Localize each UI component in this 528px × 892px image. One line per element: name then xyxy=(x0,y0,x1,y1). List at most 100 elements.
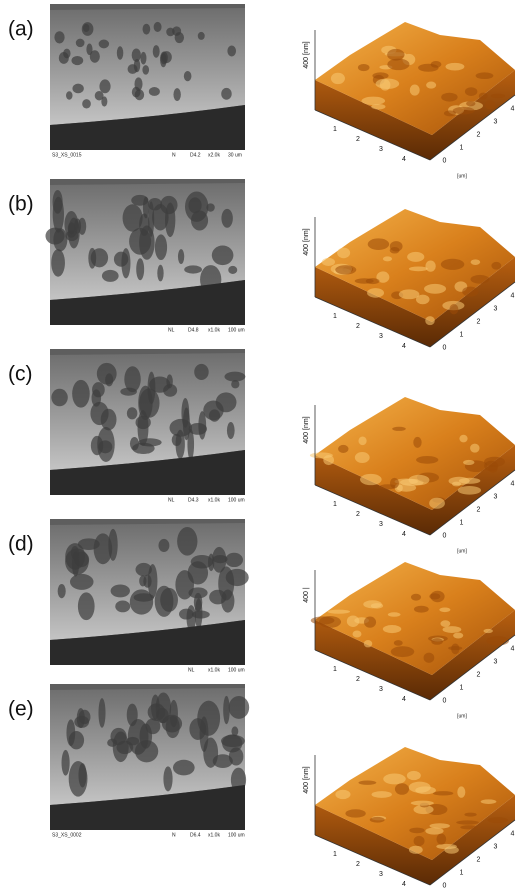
pore xyxy=(130,589,153,614)
pore xyxy=(128,64,138,74)
afm-bump xyxy=(394,640,403,646)
afm-bump xyxy=(331,73,345,84)
pore xyxy=(92,389,102,406)
afm-bump xyxy=(476,72,494,79)
pore xyxy=(203,738,218,768)
x-tick-label: 2 xyxy=(356,861,360,868)
afm-bump xyxy=(345,809,365,817)
sem-footer-text: x1.0k xyxy=(208,832,220,838)
pore xyxy=(82,99,91,108)
panel-label: (c) xyxy=(8,363,33,386)
pore xyxy=(51,389,67,407)
x-tick-label: 4 xyxy=(402,881,406,888)
afm-bump xyxy=(409,846,423,854)
sem-footer-text: NL xyxy=(168,327,175,333)
afm-bump xyxy=(407,252,424,262)
y-tick-label: 3 xyxy=(494,305,498,312)
pore xyxy=(184,71,192,81)
afm-bump xyxy=(413,437,421,448)
afm-bump xyxy=(486,636,509,646)
z-axis-label: 400 [nm] xyxy=(303,41,310,68)
pore xyxy=(98,698,105,728)
y-tick-label: 2 xyxy=(477,131,481,138)
sem-footer-text: x1.0k xyxy=(208,497,220,503)
afm-bump xyxy=(462,287,478,297)
x-tick-label: 4 xyxy=(402,531,406,538)
sem-footer-text: NL xyxy=(168,497,175,503)
pore xyxy=(162,715,182,733)
pore xyxy=(225,553,243,567)
sem-footer-text: S3_XS_0002 xyxy=(52,832,82,838)
pore xyxy=(173,88,180,101)
afm-bump xyxy=(463,460,474,465)
pore xyxy=(160,588,178,612)
afm-bump xyxy=(431,638,443,645)
sem-footer-text: 100 um xyxy=(228,667,245,673)
sem-image xyxy=(50,349,245,503)
pore xyxy=(72,551,79,576)
afm-bump xyxy=(424,284,446,294)
y-tick-label: 0 xyxy=(443,697,447,704)
afm-bump xyxy=(368,238,389,250)
y-tick-label: 3 xyxy=(494,493,498,500)
pore xyxy=(206,203,214,211)
pore xyxy=(160,53,167,67)
y-tick-label: 4 xyxy=(511,645,515,652)
afm-bump xyxy=(371,104,385,109)
pore xyxy=(107,739,117,747)
afm-bump xyxy=(457,786,465,797)
pore xyxy=(69,761,88,797)
pore xyxy=(99,79,110,93)
pore xyxy=(123,204,143,231)
afm-plot xyxy=(310,397,515,535)
x-tick-label: 2 xyxy=(356,323,360,330)
afm-plot xyxy=(315,747,515,885)
sem-footer-text: N xyxy=(172,832,176,838)
afm-bump xyxy=(443,626,462,633)
y-tick-label: 1 xyxy=(460,331,464,338)
afm-bump xyxy=(414,836,425,846)
pore xyxy=(149,87,160,96)
afm-bump xyxy=(433,791,453,795)
afm-bump xyxy=(337,248,350,259)
afm-bump xyxy=(367,288,384,298)
x-tick-label: 4 xyxy=(402,343,406,350)
afm-bump xyxy=(319,616,341,628)
x-tick-label: 1 xyxy=(333,313,337,320)
pore xyxy=(63,49,70,59)
pore xyxy=(216,392,237,412)
pore xyxy=(115,601,130,613)
z-axis-label: 400 | xyxy=(303,587,310,603)
panel-label: (d) xyxy=(8,533,34,556)
pore xyxy=(58,584,66,598)
pore xyxy=(231,380,239,388)
afm-bump xyxy=(465,87,477,96)
afm-bump xyxy=(441,93,457,102)
y-tick-label: 1 xyxy=(460,684,464,691)
pore xyxy=(66,91,72,99)
pore xyxy=(94,533,113,564)
pore xyxy=(229,696,250,719)
y-tick-label: 3 xyxy=(494,118,498,125)
pore xyxy=(135,740,158,762)
pore xyxy=(140,52,146,65)
pore xyxy=(90,402,108,425)
pore xyxy=(155,234,167,260)
afm-bump xyxy=(353,630,362,637)
y-tick-label: 2 xyxy=(477,671,481,678)
afm-bump xyxy=(424,653,435,663)
pore xyxy=(227,46,236,57)
sem-footer-text: x1.0k xyxy=(208,667,220,673)
axis-unit: [um] xyxy=(457,173,467,179)
x-tick-label: 1 xyxy=(333,666,337,673)
pore xyxy=(74,716,89,728)
pore xyxy=(228,266,237,274)
x-tick-label: 2 xyxy=(356,136,360,143)
pore xyxy=(54,31,64,43)
y-tick-label: 1 xyxy=(460,144,464,151)
afm-bump xyxy=(359,780,377,784)
afm-bump xyxy=(360,474,382,485)
sem-footer-text: D4.3 xyxy=(188,497,199,503)
pore xyxy=(117,46,123,60)
afm-bump xyxy=(429,823,449,828)
